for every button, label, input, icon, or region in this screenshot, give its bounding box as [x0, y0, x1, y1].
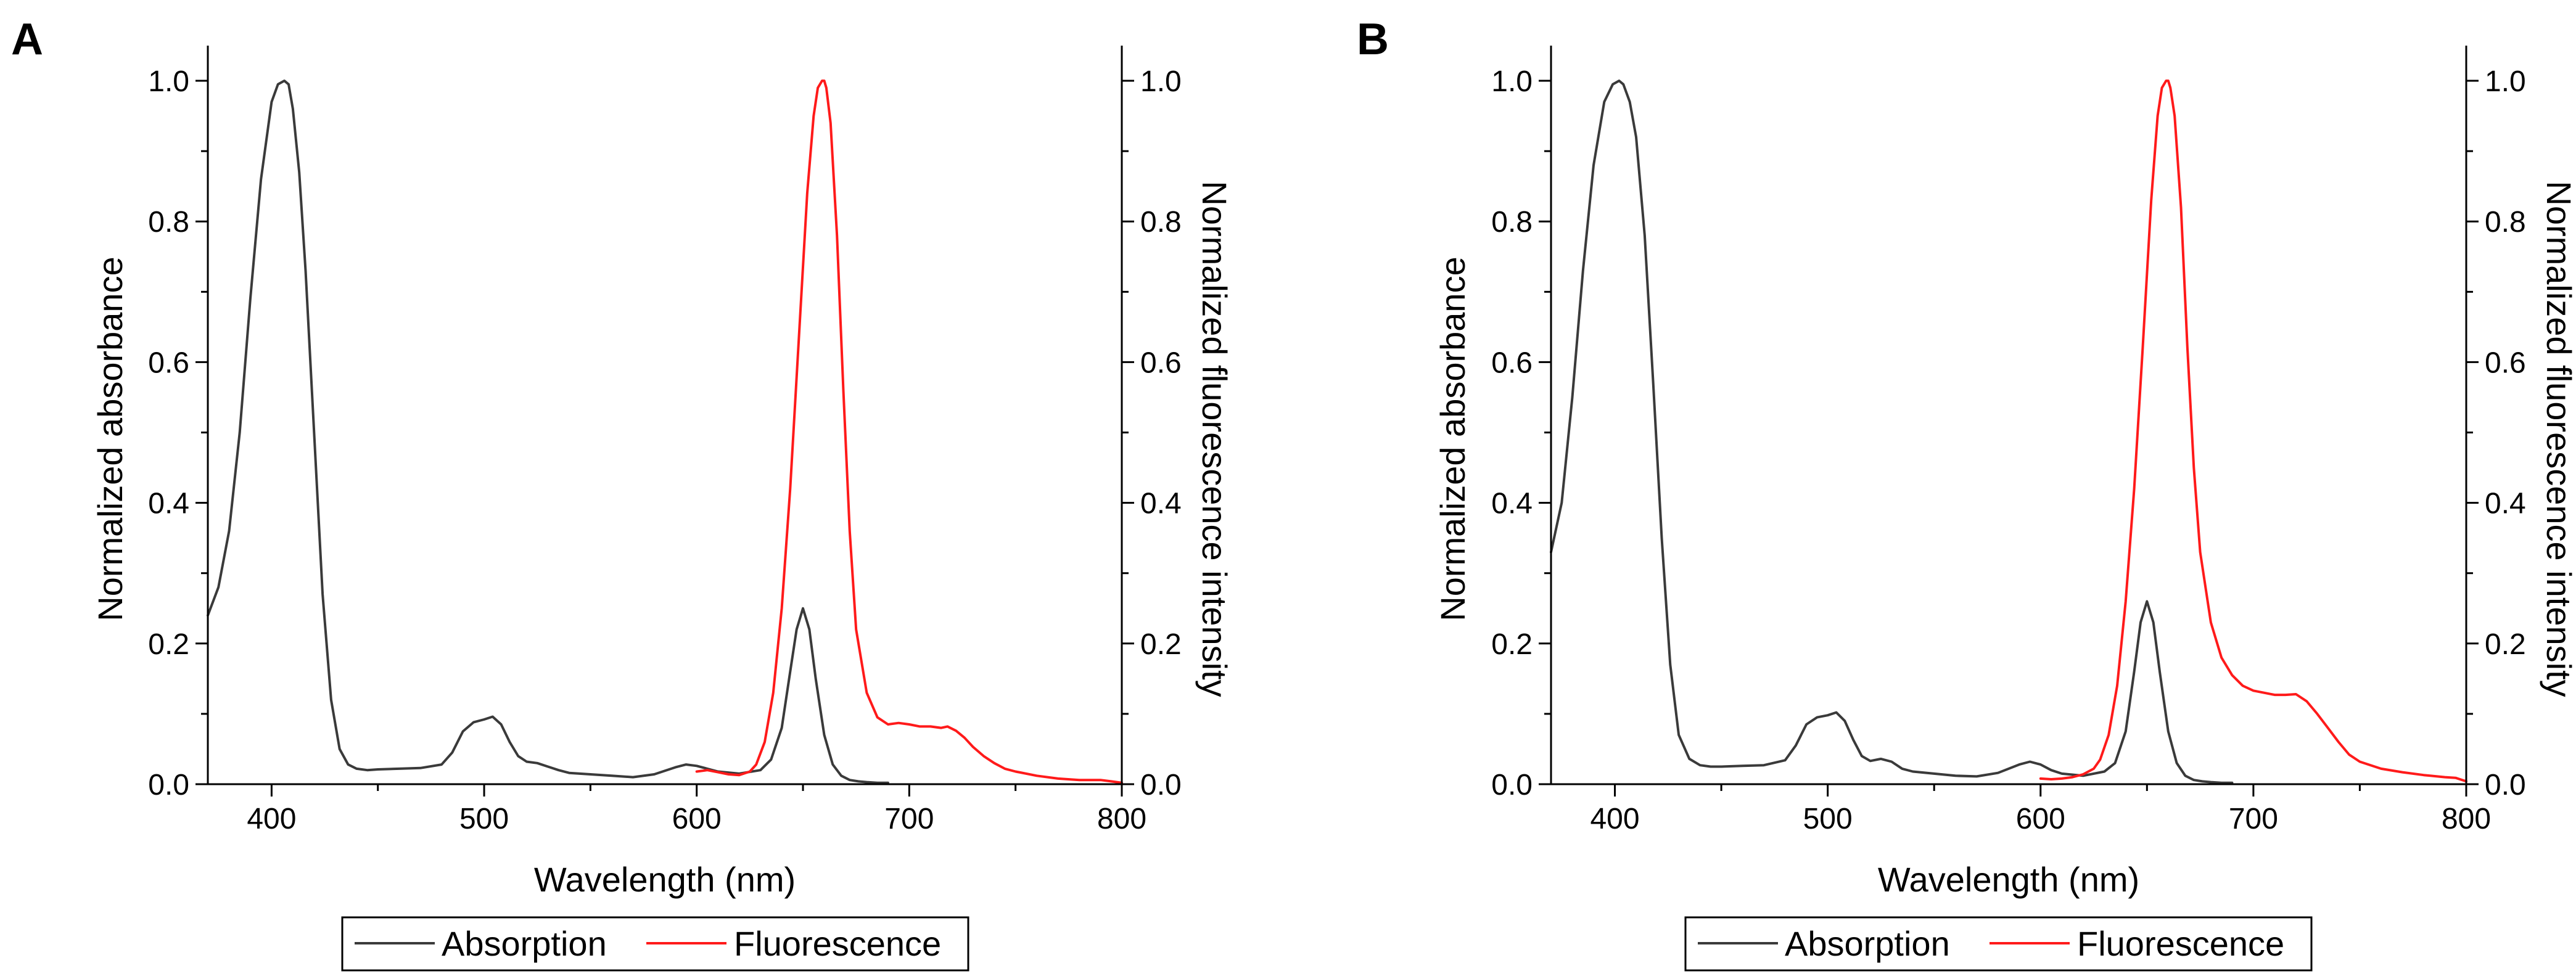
panel-label-b: B: [1357, 15, 1389, 64]
x-tick-label-a: 700: [884, 803, 934, 835]
x-tick-label-a: 500: [459, 803, 509, 835]
y-tick-label-b: 1.0: [1491, 65, 1533, 98]
y2-axis-title-a: Normalized fluorescence intensity: [1195, 181, 1234, 697]
chart-panel-a: A Normalized absorbance Normalized fluor…: [11, 15, 1234, 972]
y2-axis-label-b: Normalized fluorescence intensity: [2540, 181, 2576, 697]
y-tick-label-b: 0.4: [1491, 488, 1533, 520]
y-tick-label-b: 0.8: [1491, 206, 1533, 239]
x-tick-label-a: 800: [1097, 803, 1146, 835]
y2-tick-label-a: 1.0: [1140, 65, 1182, 98]
y2-axis-title-b: Normalized fluorescence intensity: [2540, 181, 2576, 697]
y-tick-label-a: 0.8: [148, 206, 189, 239]
series-line-absorption-a: [207, 80, 889, 784]
x-tick-label-b: 800: [2442, 803, 2491, 835]
chart-panel-b: B Normalized absorbance Normalized fluor…: [1357, 15, 2576, 972]
y-tick-label-a: 0.0: [148, 769, 189, 801]
y-axis-label-b: Normalized absorbance: [1433, 256, 1472, 621]
y-axis-title-b: Normalized absorbance: [1433, 256, 1472, 621]
y2-tick-label-a: 0.2: [1140, 628, 1182, 661]
y-tick-label-a: 0.4: [148, 488, 189, 520]
legend-absorption-label-a: Absorption: [442, 924, 607, 963]
y2-tick-label-a: 0.6: [1140, 346, 1182, 379]
x-axis-label-a: Wavelength (nm): [534, 860, 796, 899]
y2-tick-label-b: 0.4: [2485, 488, 2526, 520]
legend-fluorescence-label-a: Fluorescence: [734, 924, 941, 963]
y2-tick-label-b: 1.0: [2485, 65, 2526, 98]
legend-a: Absorption Fluorescence: [341, 916, 969, 972]
legend-absorption-label-b: Absorption: [1785, 924, 1950, 963]
y-tick-label-b: 0.6: [1491, 346, 1533, 379]
y-tick-label-b: 0.0: [1491, 769, 1533, 801]
y2-tick-label-a: 0.4: [1140, 488, 1182, 520]
series-line-fluorescence-b: [2039, 80, 2467, 783]
y2-tick-label-b: 0.2: [2485, 628, 2526, 661]
legend-b: Absorption Fluorescence: [1684, 916, 2313, 972]
x-axis-label-b: Wavelength (nm): [1878, 860, 2139, 899]
series-line-absorption-b: [1550, 80, 2234, 784]
y-axis-title-a: Normalized absorbance: [91, 256, 130, 621]
y2-tick-label-b: 0.6: [2485, 346, 2526, 379]
y-axis-label-a: Normalized absorbance: [91, 256, 130, 621]
series-line-fluorescence-a: [695, 80, 1123, 784]
x-tick-label-b: 400: [1590, 803, 1639, 835]
x-tick-label-a: 400: [247, 803, 296, 835]
y2-tick-label-a: 0.0: [1140, 769, 1182, 801]
y2-tick-label-b: 0.0: [2485, 769, 2526, 801]
plot-area-a: 400 500 600 700 8000.00.20.40.60.81.00.00.20…: [148, 46, 1182, 835]
y-tick-label-a: 0.2: [148, 628, 189, 661]
legend-fluorescence-label-b: Fluorescence: [2077, 924, 2284, 963]
x-tick-label-b: 500: [1803, 803, 1853, 835]
plot-area-b: 400 500 600 700 8000.00.20.40.60.81.00.00.20…: [1491, 46, 2526, 835]
x-tick-label-a: 600: [672, 803, 722, 835]
y2-axis-label-a: Normalized fluorescence intensity: [1195, 181, 1234, 697]
x-tick-label-b: 700: [2229, 803, 2278, 835]
x-tick-label-b: 600: [2016, 803, 2065, 835]
y-tick-label-a: 1.0: [148, 65, 189, 98]
y-tick-label-b: 0.2: [1491, 628, 1533, 661]
y2-tick-label-a: 0.8: [1140, 206, 1182, 239]
panel-label-a: A: [11, 15, 43, 64]
y2-tick-label-b: 0.8: [2485, 206, 2526, 239]
y-tick-label-a: 0.6: [148, 346, 189, 379]
